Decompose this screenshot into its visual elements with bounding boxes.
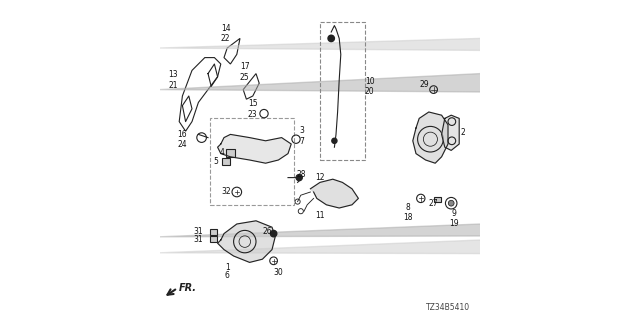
- Text: TZ34B5410: TZ34B5410: [426, 303, 470, 312]
- Polygon shape: [160, 240, 640, 256]
- Text: 27: 27: [429, 199, 438, 208]
- Polygon shape: [160, 74, 640, 99]
- Polygon shape: [413, 112, 448, 163]
- Text: 1: 1: [225, 263, 230, 272]
- Text: 28: 28: [296, 170, 305, 179]
- Text: 14
22: 14 22: [221, 24, 230, 43]
- Text: 6: 6: [225, 271, 230, 280]
- Text: 32: 32: [221, 187, 231, 196]
- Text: 12: 12: [316, 173, 324, 182]
- Text: 30: 30: [273, 268, 284, 277]
- Bar: [210, 236, 216, 242]
- Bar: [226, 149, 236, 157]
- Text: 15
23: 15 23: [248, 99, 258, 118]
- Circle shape: [332, 138, 337, 143]
- Polygon shape: [160, 38, 640, 64]
- Circle shape: [296, 174, 302, 181]
- Circle shape: [448, 200, 454, 206]
- Text: 4: 4: [220, 148, 225, 156]
- Circle shape: [271, 230, 277, 237]
- Polygon shape: [160, 221, 640, 237]
- Text: 17
25: 17 25: [240, 62, 250, 82]
- Bar: [210, 229, 216, 235]
- Text: 3
7: 3 7: [300, 126, 304, 146]
- Text: 2: 2: [460, 128, 465, 137]
- Bar: [434, 197, 441, 202]
- Polygon shape: [442, 115, 460, 150]
- Text: 31: 31: [193, 235, 204, 244]
- Bar: [222, 158, 230, 165]
- Text: 13
21: 13 21: [168, 70, 178, 90]
- Text: 16
24: 16 24: [177, 130, 188, 149]
- Polygon shape: [218, 134, 291, 163]
- Text: 8
18: 8 18: [403, 203, 413, 222]
- Text: 11: 11: [316, 212, 324, 220]
- Text: 29: 29: [419, 80, 429, 89]
- Polygon shape: [218, 221, 275, 262]
- Text: 10
20: 10 20: [365, 77, 374, 96]
- Bar: [320, 22, 365, 160]
- Text: 31: 31: [193, 227, 204, 236]
- Bar: [210, 118, 294, 205]
- Text: 26: 26: [262, 227, 272, 236]
- Text: FR.: FR.: [179, 283, 197, 293]
- Text: 9
19: 9 19: [449, 209, 460, 228]
- Circle shape: [328, 35, 335, 42]
- Polygon shape: [310, 179, 358, 208]
- Text: 5: 5: [214, 157, 218, 166]
